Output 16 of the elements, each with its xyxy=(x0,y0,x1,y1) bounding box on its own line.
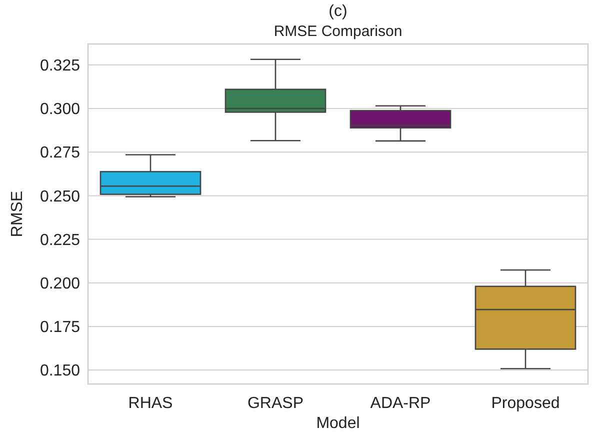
y-tick-label: 0.300 xyxy=(40,101,80,118)
x-axis-title: Model xyxy=(316,415,360,432)
x-tick-label: GRASP xyxy=(247,395,304,412)
y-tick-label: 0.175 xyxy=(40,319,80,336)
chart-subtitle: RMSE Comparison xyxy=(274,23,402,40)
x-tick-label: ADA-RP xyxy=(370,395,431,412)
y-tick-label: 0.225 xyxy=(40,232,80,249)
x-tick-label: RHAS xyxy=(128,395,173,412)
y-tick-label: 0.325 xyxy=(40,58,80,75)
x-tick-label: Proposed xyxy=(491,395,560,412)
y-tick-label: 0.150 xyxy=(40,362,80,380)
y-tick-label: 0.275 xyxy=(40,144,80,162)
chart-title: (c) xyxy=(328,3,348,20)
y-tick-label: 0.200 xyxy=(40,275,80,292)
y-tick-label: 0.250 xyxy=(40,188,80,206)
y-axis-title: RMSE xyxy=(9,190,26,238)
